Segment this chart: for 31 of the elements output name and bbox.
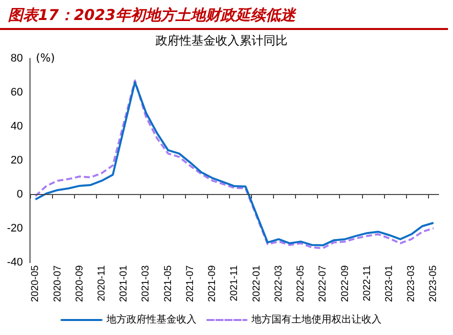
x-tick-label: 2023-01 [384, 264, 395, 302]
y-tick-label: -20 [6, 222, 23, 234]
x-tick-label: 2022-11 [362, 264, 373, 302]
y-axis-title: (%) [36, 51, 55, 64]
x-tick-label: 2023-03 [406, 264, 418, 302]
x-tick-label: 2020-11 [96, 264, 108, 302]
y-tick-label: 60 [10, 86, 23, 98]
y-tick-label: 0 [16, 188, 23, 200]
x-tick-label: 2021-01 [118, 264, 130, 302]
x-tick-label: 2021-07 [184, 264, 196, 302]
x-tick-label: 2022-07 [318, 264, 329, 302]
y-tick-label: -40 [6, 256, 23, 268]
x-tick-label: 2023-05 [428, 264, 440, 302]
legend-label: 地方国有土地使用权出让收入 [250, 314, 382, 326]
x-tick-label: 2020-09 [74, 264, 86, 302]
x-tick-label: 2022-05 [296, 264, 307, 302]
y-tick-label: 80 [10, 52, 23, 64]
y-tick-label: 40 [10, 120, 23, 132]
legend-label: 地方政府性基金收入 [106, 314, 196, 326]
x-tick-label: 2021-11 [229, 264, 240, 302]
x-tick-label: 2020-05 [30, 264, 42, 302]
x-tick-label: 2021-05 [162, 264, 174, 302]
x-tick-label: 2021-09 [207, 264, 218, 302]
x-tick-label: 2022-03 [273, 264, 284, 302]
x-tick-label: 2020-07 [52, 264, 64, 302]
chart-title: 图表17：2023年初地方土地财政延续低迷 [0, 0, 448, 30]
x-tick-label: 2022-01 [251, 264, 262, 302]
x-tick-label: 2022-09 [340, 264, 351, 302]
chart-subtitle: 政府性基金收入累计同比 [156, 33, 288, 48]
y-tick-label: 20 [10, 154, 23, 166]
x-tick-label: 2021-03 [140, 264, 152, 302]
